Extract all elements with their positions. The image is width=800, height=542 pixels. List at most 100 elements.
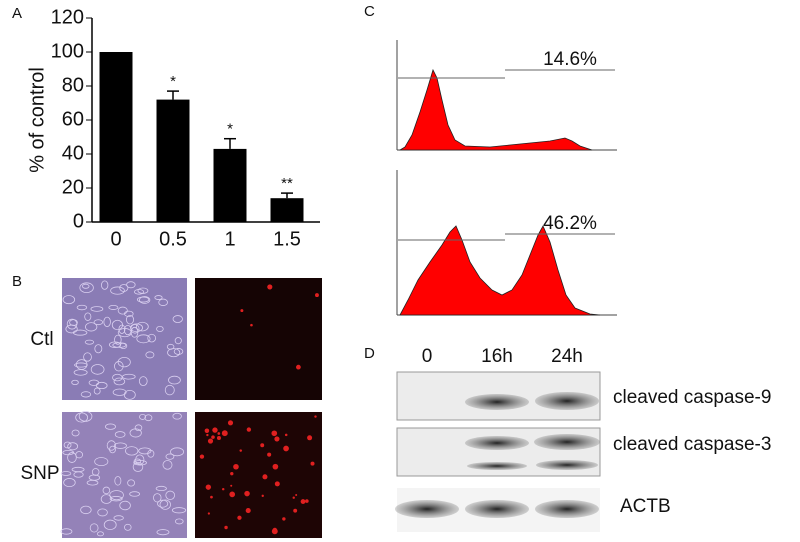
- band: [467, 462, 527, 470]
- cell: [111, 319, 123, 331]
- cell: [144, 414, 153, 422]
- stained-cell: [262, 474, 268, 480]
- stained-cell: [305, 499, 309, 503]
- x-tick-label: 1: [224, 228, 235, 250]
- cell: [132, 461, 144, 472]
- cell: [84, 312, 92, 321]
- y-tick-label: 60: [62, 108, 84, 130]
- y-tick-label: 100: [51, 40, 84, 62]
- cell: [84, 339, 95, 345]
- panel-label: A: [12, 5, 22, 22]
- cell: [60, 528, 73, 535]
- fluorescence-image: [195, 278, 322, 400]
- cell: [117, 306, 128, 315]
- cell: [113, 377, 126, 386]
- cell: [109, 496, 123, 502]
- cell: [117, 328, 132, 338]
- stained-cell: [230, 484, 233, 487]
- stained-cell: [274, 436, 280, 442]
- cell: [85, 322, 98, 332]
- cell: [109, 490, 124, 501]
- cell: [76, 304, 88, 311]
- stained-cell: [245, 508, 251, 514]
- band-label: ACTB: [620, 496, 671, 517]
- gate-percent: 46.2%: [543, 213, 597, 234]
- cell: [123, 389, 136, 400]
- cell: [174, 518, 184, 525]
- bar: [270, 198, 304, 222]
- stained-cell: [210, 495, 213, 499]
- band: [536, 460, 598, 470]
- significance: **: [281, 175, 293, 192]
- stained-cell: [211, 435, 215, 439]
- stained-cell: [204, 428, 210, 434]
- stained-cell: [315, 293, 319, 298]
- cell: [138, 376, 148, 387]
- cell: [91, 468, 100, 476]
- cell: [129, 428, 142, 438]
- cell: [138, 296, 151, 304]
- cell: [172, 315, 183, 323]
- cell: [139, 413, 147, 420]
- x-tick-label: 0.5: [159, 228, 187, 250]
- cell: [89, 523, 99, 533]
- cell: [125, 446, 139, 456]
- band: [465, 436, 529, 450]
- cell: [100, 494, 113, 504]
- cell: [153, 493, 162, 503]
- panel-label: B: [12, 273, 22, 290]
- bar: [213, 148, 247, 222]
- stained-cell: [310, 461, 315, 466]
- significance: *: [170, 73, 176, 90]
- cell: [159, 499, 171, 510]
- cell: [63, 478, 76, 488]
- stained-cell: [216, 435, 221, 440]
- gate-percent: 14.6%: [543, 49, 597, 70]
- cell: [122, 373, 136, 380]
- cell: [125, 314, 135, 325]
- cell: [135, 321, 149, 332]
- cell: [123, 324, 132, 336]
- cell: [71, 429, 80, 437]
- cell: [124, 523, 132, 531]
- stained-cell: [233, 463, 239, 470]
- cell: [93, 319, 103, 326]
- bar: [156, 99, 190, 222]
- cell: [103, 519, 117, 531]
- cell: [102, 486, 111, 495]
- cell: [138, 447, 152, 455]
- cell: [83, 352, 92, 362]
- cell: [154, 295, 163, 300]
- cell: [90, 364, 105, 375]
- stained-cell: [227, 420, 234, 426]
- cell: [114, 334, 122, 345]
- band-label: cleaved caspase-9: [613, 387, 771, 408]
- band: [395, 500, 459, 518]
- cell: [113, 515, 124, 521]
- cell: [66, 318, 78, 330]
- cell: [75, 412, 89, 423]
- cell: [71, 466, 85, 473]
- cell: [145, 351, 155, 359]
- stained-cell: [229, 491, 236, 498]
- stained-cell: [300, 499, 306, 505]
- cell: [62, 449, 75, 456]
- cell: [114, 431, 126, 438]
- band-label: cleaved caspase-3: [613, 434, 771, 455]
- stained-cell: [314, 415, 317, 418]
- cell: [80, 505, 92, 515]
- stained-cell: [199, 454, 205, 459]
- cell: [94, 457, 109, 467]
- x-tick-label: 0: [110, 228, 121, 250]
- cell: [134, 424, 143, 432]
- stained-cell: [239, 449, 243, 452]
- cell: [86, 479, 99, 486]
- cell: [108, 341, 122, 348]
- cell: [112, 388, 127, 396]
- stained-cell: [282, 517, 286, 521]
- stained-cell: [244, 490, 250, 497]
- cell: [127, 479, 135, 487]
- cell: [75, 451, 83, 459]
- phase-image: [62, 412, 187, 538]
